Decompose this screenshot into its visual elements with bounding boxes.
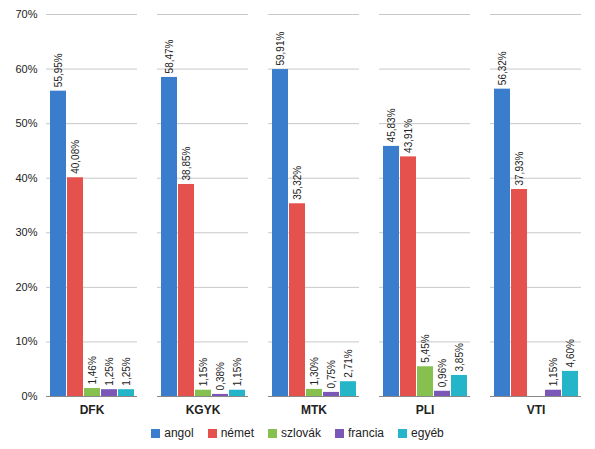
svg-text:KGYK: KGYK <box>186 403 221 417</box>
svg-text:2,71%: 2,71% <box>343 349 354 377</box>
svg-text:55,95%: 55,95% <box>53 53 64 87</box>
svg-text:58,47%: 58,47% <box>164 39 175 73</box>
html-text:egyéb: egyéb <box>411 426 444 440</box>
svg-text:VTI: VTI <box>527 403 546 417</box>
svg-text:50%: 50% <box>15 117 37 129</box>
html-text:szlovák: szlovák <box>281 426 321 440</box>
svg-text:4,60%: 4,60% <box>565 339 576 367</box>
html-text:angol: angol <box>164 426 194 440</box>
svg-text:1,30%: 1,30% <box>309 357 320 385</box>
svg-text:60%: 60% <box>15 63 37 75</box>
svg-text:MTK: MTK <box>301 403 327 417</box>
svg-text:30%: 30% <box>15 226 37 238</box>
svg-text:1,46%: 1,46% <box>87 356 98 384</box>
svg-text:56,32%: 56,32% <box>497 51 508 85</box>
svg-text:DFK: DFK <box>80 403 105 417</box>
svg-text:1,15%: 1,15% <box>198 358 209 386</box>
svg-text:20%: 20% <box>15 281 37 293</box>
svg-text:PLI: PLI <box>416 403 435 417</box>
svg-text:1,25%: 1,25% <box>121 357 132 385</box>
svg-text:0,96%: 0,96% <box>437 359 448 387</box>
svg-text:38,85%: 38,85% <box>181 146 192 180</box>
svg-text:0,38%: 0,38% <box>215 362 226 390</box>
svg-text:5,45%: 5,45% <box>420 334 431 362</box>
svg-text:10%: 10% <box>15 335 37 347</box>
svg-text:35,32%: 35,32% <box>292 166 303 200</box>
html-text:német: német <box>220 426 254 440</box>
svg-text:45,83%: 45,83% <box>386 108 397 142</box>
html-text:francia: francia <box>348 426 384 440</box>
svg-text:0,75%: 0,75% <box>326 360 337 388</box>
svg-text:43,91%: 43,91% <box>403 119 414 153</box>
svg-text:3,85%: 3,85% <box>454 343 465 371</box>
svg-text:0%: 0% <box>22 390 38 402</box>
svg-text:1,15%: 1,15% <box>548 358 559 386</box>
svg-text:40%: 40% <box>15 172 37 184</box>
svg-text:40,08%: 40,08% <box>70 140 81 174</box>
svg-text:1,25%: 1,25% <box>104 357 115 385</box>
svg-text:37,93%: 37,93% <box>514 151 525 185</box>
svg-text:70%: 70% <box>15 8 37 20</box>
svg-text:1,15%: 1,15% <box>232 358 243 386</box>
svg-text:59,91%: 59,91% <box>275 32 286 66</box>
